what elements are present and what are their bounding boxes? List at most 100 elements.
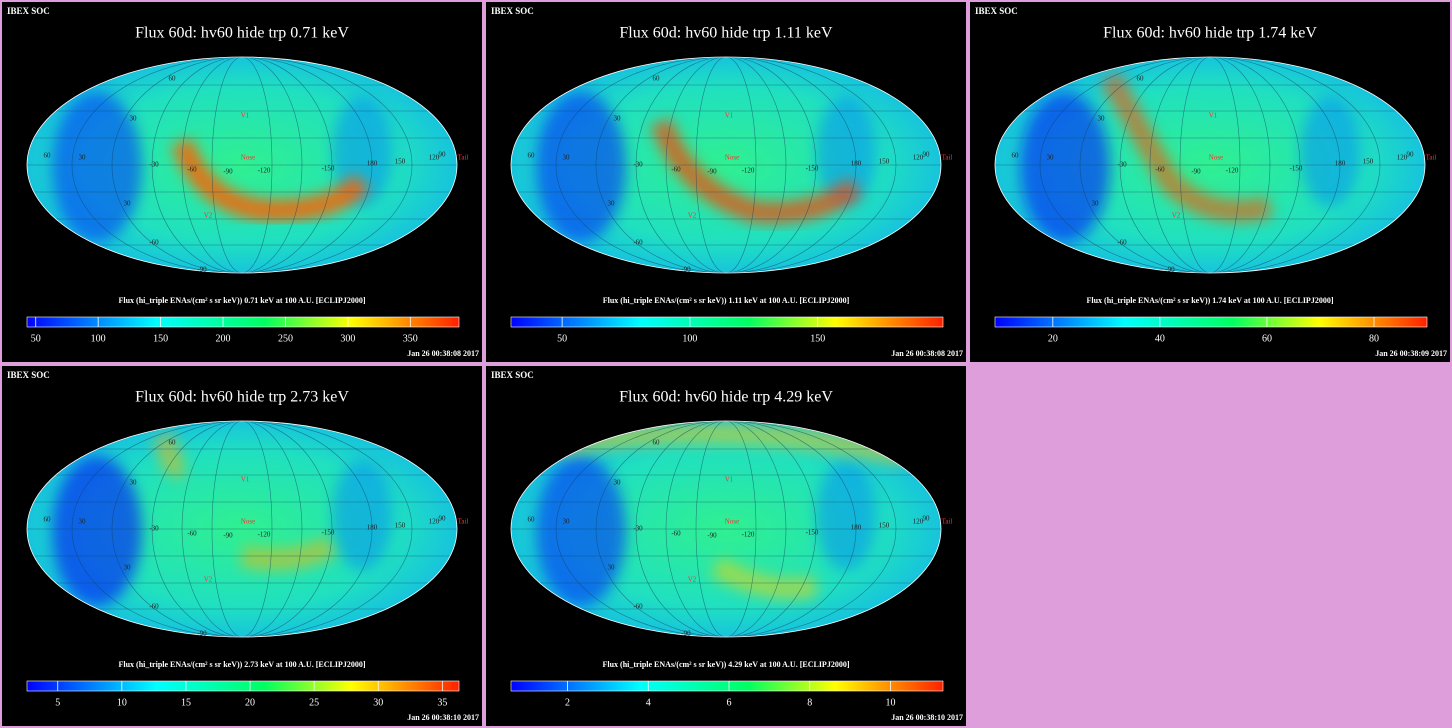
map-label: 120 xyxy=(1397,154,1408,162)
map-label: 120 xyxy=(429,154,440,162)
map-label: 30 xyxy=(563,518,571,526)
map-label: 180 xyxy=(851,524,862,532)
map-label: 180 xyxy=(851,160,862,168)
low-flux-region xyxy=(1300,97,1360,207)
map-label: 30 xyxy=(124,564,132,572)
colorbar xyxy=(510,316,944,328)
timestamp: Jan 26 00:38:08 2017 xyxy=(407,349,479,358)
colorbar-tick-label: 150 xyxy=(810,333,825,344)
map-outline xyxy=(26,56,458,274)
timestamp: Jan 26 00:38:08 2017 xyxy=(891,349,963,358)
sky-map xyxy=(995,57,1425,273)
map-label: 180 xyxy=(1335,160,1346,168)
colorbar-tick-label: 60 xyxy=(1262,333,1272,344)
map-label: 180 xyxy=(367,160,378,168)
low-flux-region xyxy=(816,97,876,207)
map-label: -60 xyxy=(1117,239,1127,247)
map-label: -90 xyxy=(681,266,691,274)
low-flux-region xyxy=(1020,92,1110,242)
colorbar-tick-label: 5 xyxy=(55,697,60,708)
map-label: -30 xyxy=(149,161,159,169)
colorbar xyxy=(26,316,460,328)
map-label: 90 xyxy=(923,151,931,159)
map-label: 30 xyxy=(563,154,571,162)
colorbar-tick-label: 10 xyxy=(886,697,896,708)
map-label: V2 xyxy=(688,212,697,220)
map-label: -60 xyxy=(149,239,159,247)
colorbar-tick-label: 250 xyxy=(278,333,293,344)
map-label: 150 xyxy=(1363,158,1374,166)
map-label: Nose xyxy=(241,518,255,526)
ribbon xyxy=(650,118,863,224)
map-panel: IBEX SOC Flux 60d: hv60 hide trp 4.29 keV… xyxy=(486,366,966,726)
map-label: V2 xyxy=(688,576,697,584)
map-outline xyxy=(510,56,942,274)
map-panel: IBEX SOC Flux 60d: hv60 hide trp 0.71 keV… xyxy=(2,2,482,362)
map-label: 60 xyxy=(1137,75,1145,83)
map-outline xyxy=(510,420,942,638)
panel-title: Flux 60d: hv60 hide trp 4.29 keV xyxy=(619,389,833,406)
colorbar-tick-label: 200 xyxy=(216,333,231,344)
colorbar-tick-label: 300 xyxy=(340,333,355,344)
map-label: -150 xyxy=(806,165,819,173)
header: IBEX SOC xyxy=(491,6,534,16)
map-label: -60 xyxy=(671,166,681,174)
header: IBEX SOC xyxy=(491,370,534,380)
map-label: 30 xyxy=(130,479,138,487)
map-label: -30 xyxy=(1117,161,1127,169)
map-label: 30 xyxy=(130,115,138,123)
map-label: 120 xyxy=(429,518,440,526)
map-label: 150 xyxy=(395,522,406,530)
low-flux-region xyxy=(816,461,876,571)
colorbar-tick-label: 40 xyxy=(1155,333,1165,344)
map-label: -90 xyxy=(707,532,717,540)
map-label: -120 xyxy=(258,531,271,539)
map-label: 30 xyxy=(124,200,132,208)
colorbar-tick-label: 35 xyxy=(437,697,447,708)
map-label: -150 xyxy=(1290,165,1303,173)
timestamp: Jan 26 00:38:10 2017 xyxy=(407,713,479,722)
colorbar-tick-label: 6 xyxy=(727,697,732,708)
map-label: -150 xyxy=(322,165,335,173)
map-label: 30 xyxy=(608,564,616,572)
map-label: -150 xyxy=(322,529,335,537)
colorbar-tick-label: 50 xyxy=(31,333,41,344)
map-label: Tail xyxy=(1426,154,1437,162)
map-label: Nose xyxy=(1209,154,1223,162)
map-label: Nose xyxy=(725,518,739,526)
map-label: -120 xyxy=(742,167,755,175)
colorbar-tick-label: 20 xyxy=(1048,333,1058,344)
map-label: 90 xyxy=(439,515,447,523)
map-panel: IBEX SOC Flux 60d: hv60 hide trp 1.74 keV… xyxy=(970,2,1450,362)
map-label: -90 xyxy=(1191,168,1201,176)
panel-title: Flux 60d: hv60 hide trp 0.71 keV xyxy=(135,25,349,42)
map-panel: IBEX SOC Flux 60d: hv60 hide trp 1.11 keV… xyxy=(486,2,966,362)
map-label: 30 xyxy=(614,115,622,123)
map-label: 60 xyxy=(528,152,536,160)
ribbon xyxy=(171,138,371,222)
map-label: V2 xyxy=(204,212,213,220)
map-label: 120 xyxy=(913,518,924,526)
map-label: 60 xyxy=(44,152,52,160)
map-label: -60 xyxy=(149,603,159,611)
colorbar-tick-label: 100 xyxy=(682,333,697,344)
colorbar-label: Flux (hi_triple ENAs/(cm² s sr keV)) 1.7… xyxy=(1087,296,1334,305)
map-label: V1 xyxy=(241,112,250,120)
sky-map xyxy=(27,57,457,273)
map-label: V1 xyxy=(725,112,734,120)
map-label: -60 xyxy=(1155,166,1165,174)
map-label: -90 xyxy=(197,630,207,638)
map-label: 60 xyxy=(653,75,661,83)
timestamp: Jan 26 00:38:09 2017 xyxy=(1375,349,1447,358)
panel-title: Flux 60d: hv60 hide trp 2.73 keV xyxy=(135,389,349,406)
panel-title: Flux 60d: hv60 hide trp 1.11 keV xyxy=(619,25,833,42)
map-label: Tail xyxy=(458,154,469,162)
colorbar xyxy=(26,680,460,692)
sky-map xyxy=(27,421,457,637)
colorbar-tick-label: 8 xyxy=(807,697,812,708)
map-label: 30 xyxy=(79,518,87,526)
map-label: -120 xyxy=(1226,167,1239,175)
map-label: -90 xyxy=(707,168,717,176)
map-label: -90 xyxy=(1165,266,1175,274)
